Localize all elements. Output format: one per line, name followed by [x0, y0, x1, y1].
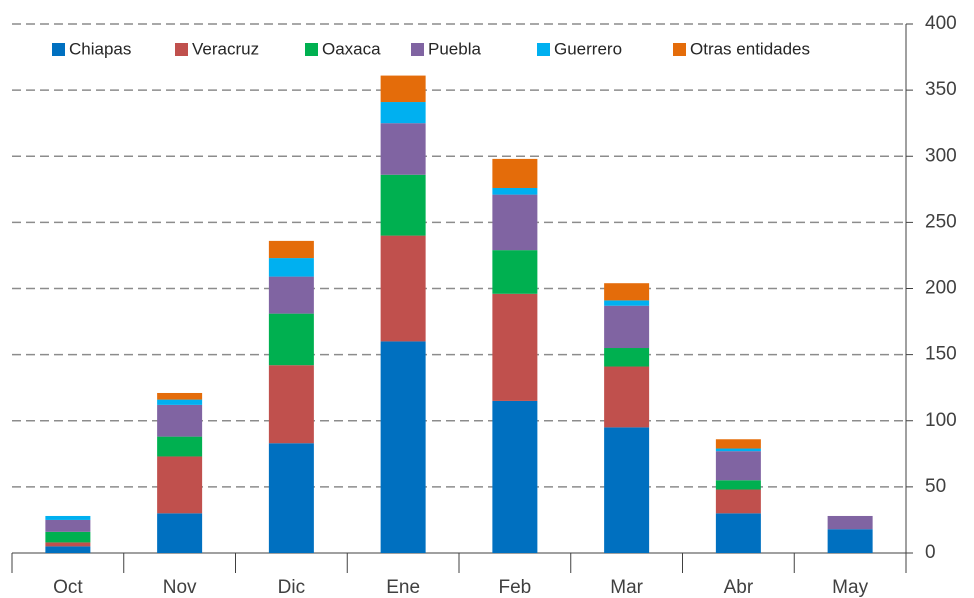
bar-segment: [380, 123, 426, 175]
y-tick-label: 0: [925, 542, 936, 563]
bar-segment: [604, 427, 650, 553]
bar-segment: [604, 366, 650, 428]
bar-segment: [157, 392, 203, 400]
x-tick-label: May: [832, 577, 868, 598]
y-tick-label: 350: [925, 79, 957, 100]
bar-segment: [268, 276, 314, 314]
bar-segment: [268, 365, 314, 444]
bar-segment: [604, 305, 650, 349]
y-tick-label: 50: [925, 476, 946, 497]
bar-segment: [492, 400, 538, 553]
bar-segment: [268, 258, 314, 277]
x-tick-label: Mar: [610, 577, 643, 598]
y-tick-label: 200: [925, 278, 957, 299]
bar-segment: [380, 102, 426, 124]
bar-segment: [715, 439, 761, 449]
bar-segment: [157, 399, 203, 405]
legend-label: Chiapas: [69, 39, 131, 58]
y-tick-label: 150: [925, 344, 957, 365]
bar-segment: [715, 448, 761, 452]
x-tick-label: Feb: [499, 577, 532, 598]
x-tick-label: Nov: [163, 577, 197, 598]
legend-swatch: [52, 43, 65, 56]
legend-label: Oaxaca: [322, 39, 381, 58]
bar-segment: [157, 404, 203, 437]
y-tick-label: 400: [925, 13, 957, 34]
legend-swatch: [673, 43, 686, 56]
legend-label: Guerrero: [554, 39, 622, 58]
bar-segment: [45, 519, 91, 532]
bar-segment: [604, 283, 650, 301]
bar-segment: [45, 542, 91, 547]
bar-segment: [492, 293, 538, 401]
bar-segment: [45, 515, 91, 520]
bar-segment: [45, 546, 91, 553]
bar-segment: [268, 443, 314, 553]
bar-segment: [715, 513, 761, 553]
bar-segment: [268, 240, 314, 259]
bar-segment: [157, 513, 203, 553]
bar-segment: [380, 75, 426, 103]
x-tick-label: Abr: [724, 577, 754, 598]
bar-segment: [715, 480, 761, 490]
bar-segment: [492, 194, 538, 251]
y-tick-label: 300: [925, 145, 957, 166]
x-tick-label: Dic: [278, 577, 305, 598]
legend-label: Puebla: [428, 39, 481, 58]
bar-segment: [380, 235, 426, 342]
legend-label: Otras entidades: [690, 39, 810, 58]
legend-label: Veracruz: [192, 39, 259, 58]
bar-segment: [604, 300, 650, 306]
bar-segment: [492, 187, 538, 195]
bar-segment: [45, 531, 91, 543]
bar-segment: [827, 529, 873, 553]
bar-segment: [380, 341, 426, 553]
bar-segment: [157, 436, 203, 457]
bar-segment: [380, 174, 426, 236]
bar-segment: [157, 456, 203, 514]
legend-swatch: [411, 43, 424, 56]
y-tick-label: 100: [925, 410, 957, 431]
bar-segment: [715, 451, 761, 481]
legend-swatch: [537, 43, 550, 56]
y-tick-label: 250: [925, 211, 957, 232]
x-tick-label: Oct: [53, 577, 83, 598]
legend-swatch: [175, 43, 188, 56]
legend-swatch: [305, 43, 318, 56]
bar-segment: [268, 313, 314, 366]
bar-segment: [604, 348, 650, 367]
bar-segment: [492, 250, 538, 294]
x-tick-label: Ene: [386, 577, 420, 598]
bar-segment: [827, 515, 873, 530]
bar-segment: [492, 158, 538, 188]
bar-segment: [715, 489, 761, 514]
